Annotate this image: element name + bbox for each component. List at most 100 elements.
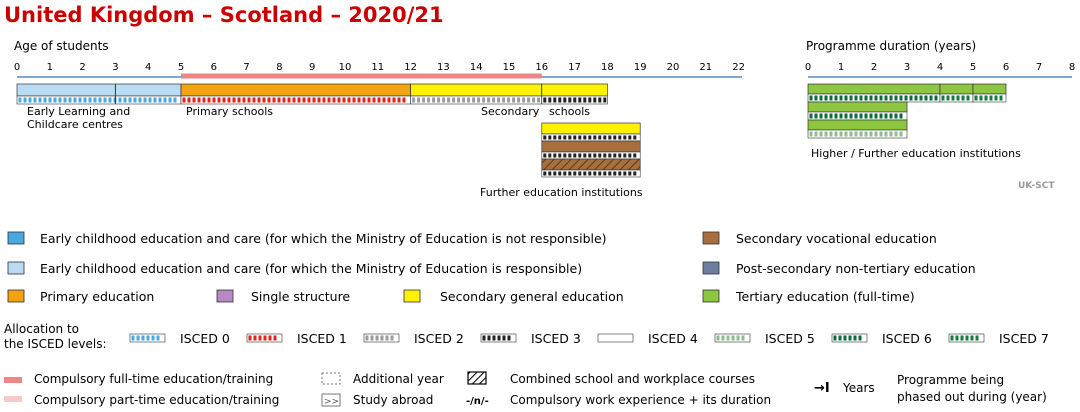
fe-vocational-isced3-combined-isced-dash <box>568 171 572 176</box>
isced-level-label: ISCED 1 <box>297 331 347 346</box>
secondary-lower-isced-dash <box>522 97 526 103</box>
fe-vocational-isced3-isced-dash <box>548 153 552 158</box>
fe-vocational-isced3-isced-dash <box>588 153 592 158</box>
fe-vocational-isced3-isced-dash <box>633 153 637 158</box>
tertiary-row3-isced-dash <box>809 131 813 137</box>
secondary-upper-isced-dash <box>588 97 592 103</box>
early-learning-isced-dash <box>58 97 62 103</box>
legend-combined: Combined school and workplace courses <box>510 372 755 386</box>
fe-general-isced3-isced-dash <box>558 135 562 140</box>
fe-vocational-isced3-isced-dash <box>613 153 617 158</box>
isced-swatch-isced-dash <box>131 335 135 341</box>
legend-secondary-vocational: Secondary vocational education <box>736 231 937 246</box>
isced-level-label: ISCED 6 <box>882 331 932 346</box>
swatch-primary <box>7 289 25 303</box>
fe-general-isced3-isced-dash <box>553 135 557 140</box>
tertiary-row2-isced-dash <box>839 113 843 119</box>
early-learning-isced-dash <box>73 97 77 103</box>
fe-vocational-isced3-isced-dash <box>623 153 627 158</box>
swatch-compulsory-part <box>4 396 22 402</box>
early-learning-isced-dash <box>83 97 87 103</box>
tertiary-row1-isced-dash <box>904 95 908 101</box>
tertiary-row3-isced-dash <box>824 131 828 137</box>
isced-swatch-isced-dash <box>487 335 491 341</box>
fe-general-isced3-isced-dash <box>628 135 632 140</box>
secondary-lower-isced-dash <box>432 97 436 103</box>
tertiary-row1-isced-dash <box>829 95 833 101</box>
duration-tick: 7 <box>1036 62 1042 73</box>
tertiary-row3-isced-dash <box>819 131 823 137</box>
isced-swatch-isced-dash <box>950 335 954 341</box>
isced-swatch-isced-dash <box>151 335 155 341</box>
bottom-legend: Compulsory full-time education/training … <box>4 371 1047 407</box>
secondary-lower-isced-dash <box>427 97 431 103</box>
primary-isced-dash <box>252 97 256 103</box>
tertiary-row1-isced-dash <box>974 95 978 101</box>
primary-fill <box>180 83 411 97</box>
secondary-lower-isced-dash <box>442 97 446 103</box>
secondary-upper-isced-dash <box>543 97 547 103</box>
age-tick: 12 <box>404 62 417 73</box>
age-tick: 4 <box>145 62 151 73</box>
isced-swatch-isced-dash <box>624 335 628 341</box>
primary-isced-dash <box>402 97 406 103</box>
primary-isced-dash <box>357 97 361 103</box>
primary-isced-dash <box>222 97 226 103</box>
primary-isced-dash <box>212 97 216 103</box>
tertiary-row2-isced-dash <box>869 113 873 119</box>
age-tick: 1 <box>47 62 53 73</box>
early-learning-isced-dash <box>98 97 102 103</box>
isced-swatch-isced-dash <box>731 335 735 341</box>
primary-isced-dash <box>372 97 376 103</box>
isced-swatch-isced-dash <box>365 335 369 341</box>
duration-axis-label: Programme duration (years) <box>806 39 976 53</box>
bar-primary <box>180 83 411 105</box>
label-further-education: Further education institutions <box>480 186 643 199</box>
isced-swatch-isced-dash <box>268 335 272 341</box>
isced-swatch-isced-dash <box>146 335 150 341</box>
legend-secondary-general: Secondary general education <box>440 289 624 304</box>
isced-swatch-isced-dash <box>385 335 389 341</box>
bar-tertiary-row2 <box>807 101 908 121</box>
tertiary-row2-isced-dash <box>814 113 818 119</box>
primary-isced-dash <box>337 97 341 103</box>
tertiary-row2-isced-dash <box>844 113 848 119</box>
fe-general-isced3-isced-dash <box>623 135 627 140</box>
primary-isced-dash <box>312 97 316 103</box>
bar-tertiary-row1 <box>807 83 1007 103</box>
isced-swatch-isced-dash <box>853 335 857 341</box>
primary-isced-dash <box>397 97 401 103</box>
isced-swatch-isced-dash <box>838 335 842 341</box>
tertiary-row1-isced-dash <box>994 95 998 101</box>
isced-swatch-isced-dash <box>609 335 613 341</box>
isced-level-label: ISCED 3 <box>531 331 581 346</box>
primary-isced-dash <box>237 97 241 103</box>
fe-general-isced3-isced-dash <box>603 135 607 140</box>
tertiary-row1-isced-dash <box>961 95 965 101</box>
isced-legend: ISCED 0 ISCED 1 ISCED 2 ISCED 3 ISCED 4 ISCED… <box>129 331 1049 346</box>
tertiary-row3-isced-dash <box>844 131 848 137</box>
isced-label-1: Allocation to <box>4 322 79 336</box>
tertiary-row3-isced-dash <box>884 131 888 137</box>
tertiary-row2-isced-dash <box>829 113 833 119</box>
tertiary-row1-isced-dash <box>999 95 1003 101</box>
fe-vocational-isced3-combined-isced-dash <box>553 171 557 176</box>
tertiary-row1-isced-dash <box>839 95 843 101</box>
primary-isced-dash <box>247 97 251 103</box>
colour-legend: Early childhood education and care (for … <box>7 231 976 304</box>
early-learning-isced-dash <box>68 97 72 103</box>
age-tick: 5 <box>178 62 184 73</box>
tertiary-row1-isced-dash <box>919 95 923 101</box>
fe-vocational-isced3-isced-dash <box>618 153 622 158</box>
legend-tertiary: Tertiary education (full-time) <box>735 289 915 304</box>
early-learning-isced-dash <box>158 97 162 103</box>
isced-swatch-isced-dash <box>858 335 862 341</box>
programme-bars <box>16 83 1007 178</box>
tertiary-row1-isced-dash <box>956 95 960 101</box>
isced-swatch-isced-dash <box>716 335 720 341</box>
isced-swatch-isced-dash <box>619 335 623 341</box>
isced-legend-item: ISCED 7 <box>948 331 1049 346</box>
fe-vocational-isced3-isced-dash <box>578 153 582 158</box>
isced-level-label: ISCED 4 <box>648 331 698 346</box>
age-tick: 7 <box>243 62 249 73</box>
